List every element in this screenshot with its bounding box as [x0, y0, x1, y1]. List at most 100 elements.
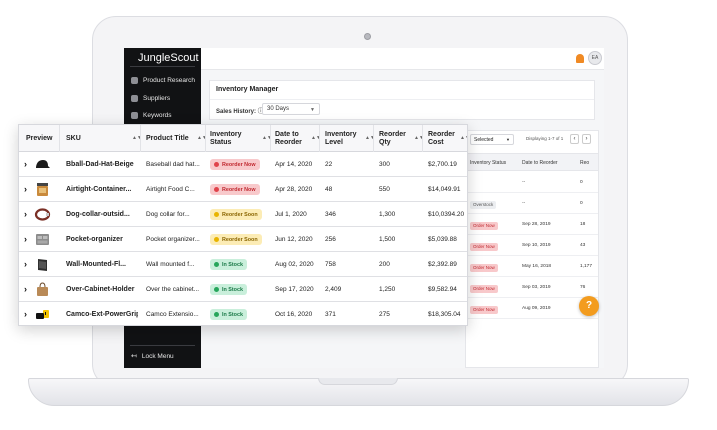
status-dot-icon [214, 162, 219, 167]
sku-cell[interactable]: Camco-Ext-PowerGrip [66, 311, 138, 318]
product-thumbnail [34, 256, 51, 273]
table-row[interactable]: › Pocket-organizer Pocket organizer... Reor… [19, 227, 467, 252]
sort-icon[interactable]: ▲▼ [311, 135, 321, 141]
table-row[interactable]: › Wall-Mounted-Fl... Wall mounted f... In S… [19, 252, 467, 277]
table-row[interactable]: Order Now May 16, 2018 1,177 [466, 256, 598, 277]
status-dot-icon [214, 287, 219, 292]
sort-icon[interactable]: ▲▼ [197, 135, 207, 141]
sidebar-item-product-research[interactable]: Product Research [131, 77, 195, 84]
column-header-reorder-qty[interactable]: Reorder Qty [379, 130, 406, 146]
reorder-cost-cell: $10,0394.20 [428, 211, 465, 218]
date-to-reorder-cell: Apr 14, 2020 [275, 161, 313, 168]
expand-chevron-icon[interactable]: › [24, 234, 27, 244]
column-header[interactable]: Inventory Status [470, 160, 507, 166]
column-header[interactable]: Date to Reorder [522, 160, 558, 166]
expand-chevron-icon[interactable]: › [24, 184, 27, 194]
expand-chevron-icon[interactable]: › [24, 209, 27, 219]
sidebar-item-keywords[interactable]: Keywords [131, 112, 172, 119]
sku-cell[interactable]: Dog-collar-outsid... [66, 211, 130, 218]
lock-menu-button[interactable]: ↤ Lock Menu [131, 352, 174, 361]
reorder-cost-cell: $14,049.91 [428, 186, 461, 193]
table-row[interactable]: › Over-Cabinet-Holder Over the cabinet... I… [19, 277, 467, 302]
status-dot-icon [214, 212, 219, 217]
table-row[interactable]: Order Now Sep 28, 2019 18 [466, 214, 598, 235]
status-badge: Order Now [470, 243, 498, 251]
avatar[interactable]: EA [588, 51, 602, 65]
divider [130, 345, 195, 346]
date-to-reorder-cell: Sep 17, 2020 [275, 286, 314, 293]
prev-page-button[interactable]: ‹ [570, 134, 579, 144]
notification-bell-icon[interactable] [576, 54, 584, 63]
column-header-product-title[interactable]: Product Title [146, 134, 189, 142]
status-badge: Reorder Now [210, 159, 260, 170]
help-button[interactable]: ? [579, 296, 599, 316]
sort-icon[interactable]: ▲▼ [365, 135, 375, 141]
sort-icon[interactable]: ▲▼ [460, 135, 467, 141]
sku-cell[interactable]: Bball-Dad-Hat-Beige [66, 161, 134, 168]
sku-cell[interactable]: Wall-Mounted-Fl... [66, 261, 127, 268]
product-title-cell: Over the cabinet... [146, 286, 200, 293]
product-thumbnail [34, 281, 51, 298]
divider [59, 125, 60, 152]
column-header-inventory-status[interactable]: Inventory Status [210, 130, 242, 146]
top-bar: EA [201, 48, 604, 70]
sku-cell[interactable]: Airtight-Container... [66, 186, 132, 193]
sort-icon[interactable]: ▲▼ [132, 135, 142, 141]
expand-chevron-icon[interactable]: › [24, 159, 27, 169]
column-header-sku[interactable]: SKU [66, 134, 81, 142]
table-row[interactable]: Order Now Sep 03, 2019 76 [466, 277, 598, 298]
sales-history-select[interactable]: 30 Days ▼ [262, 103, 320, 115]
brand-logo[interactable]: JungleScout [138, 52, 199, 64]
sort-icon[interactable]: ▲▼ [414, 135, 424, 141]
divider [270, 125, 271, 152]
sku-cell[interactable]: Over-Cabinet-Holder [66, 286, 135, 293]
expand-chevron-icon[interactable]: › [24, 284, 27, 294]
column-header-inventory-level[interactable]: Inventory Level [325, 130, 357, 146]
status-dot-icon [214, 262, 219, 267]
reorder-cost-cell: $2,700.19 [428, 161, 457, 168]
date-to-reorder: May 16, 2018 [522, 264, 552, 269]
sort-icon[interactable]: ▲▼ [262, 135, 272, 141]
status-badge: In Stock [210, 259, 247, 270]
sidebar-item-label: Product Research [143, 77, 196, 84]
info-icon: ⓘ [257, 109, 264, 115]
reorder-qty: 18 [580, 222, 586, 227]
column-header-reorder-cost[interactable]: Reorder Cost [428, 130, 455, 146]
table-row[interactable]: › Dog-collar-outsid... Dog collar for... Re… [19, 202, 467, 227]
reorder-cost-cell: $5,039.88 [428, 236, 457, 243]
reorder-qty: 43 [580, 243, 586, 248]
product-thumbnail [34, 156, 51, 173]
product-title-cell: Dog collar for... [146, 211, 190, 218]
product-title-cell: Pocket organizer... [146, 236, 200, 243]
column-header-preview[interactable]: Preview [26, 134, 53, 142]
sku-cell[interactable]: Pocket-organizer [66, 236, 123, 243]
status-badge: In Stock [210, 284, 247, 295]
table-row[interactable]: -- 0 [466, 172, 598, 193]
expand-chevron-icon[interactable]: › [24, 309, 27, 319]
inventory-level-cell: 371 [325, 311, 336, 318]
table-row[interactable]: › Bball-Dad-Hat-Beige Baseball dad hat... R… [19, 152, 467, 177]
column-header[interactable]: Reo [580, 160, 590, 166]
inventory-level-cell: 758 [325, 261, 336, 268]
table-row[interactable]: Order Now Sep 10, 2019 43 [466, 235, 598, 256]
product-thumbnail [34, 306, 51, 323]
table-row[interactable]: › Airtight-Container... Airtight Food C...… [19, 177, 467, 202]
column-header-date-to-reorder[interactable]: Date to Reorder [275, 130, 302, 146]
next-page-button[interactable]: › [582, 134, 591, 144]
reorder-qty: 0 [580, 201, 583, 206]
date-to-reorder: Sep 28, 2019 [522, 222, 551, 227]
table-row[interactable]: Overstock -- 0 [466, 193, 598, 214]
inventory-level-cell: 22 [325, 161, 333, 168]
laptop-notch [318, 378, 398, 385]
filter-select[interactable]: Selected ▼ [470, 134, 514, 145]
product-thumbnail [34, 206, 51, 223]
reorder-cost-cell: $2,392.89 [428, 261, 457, 268]
table-row[interactable]: › Camco-Ext-PowerGrip Camco Extensio... In … [19, 302, 467, 325]
product-thumbnail [34, 181, 51, 198]
divider [373, 125, 374, 152]
sidebar-item-suppliers[interactable]: Suppliers [131, 95, 170, 102]
status-badge: Overstock [470, 201, 497, 209]
status-dot-icon [214, 187, 219, 192]
expand-chevron-icon[interactable]: › [24, 259, 27, 269]
